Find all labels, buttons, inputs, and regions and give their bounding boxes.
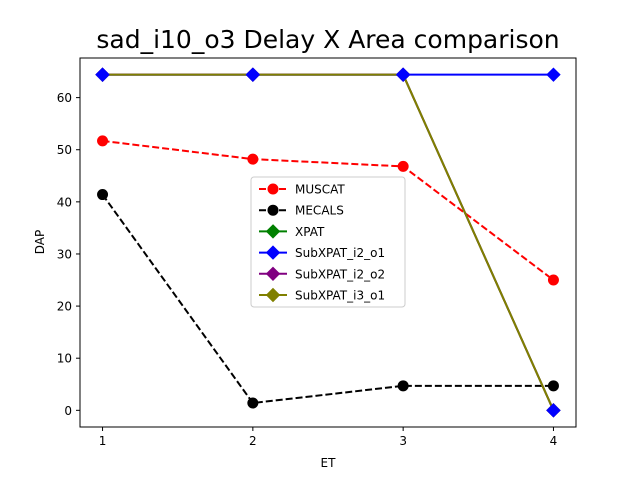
legend-marker <box>265 287 281 303</box>
legend-label: XPAT <box>295 225 325 239</box>
data-point <box>95 67 110 82</box>
data-point <box>245 67 261 82</box>
legend-item: MUSCAT <box>259 183 345 197</box>
series-line <box>102 139 555 281</box>
series-layer <box>95 67 561 418</box>
data-point <box>547 380 559 392</box>
x-tick-label: 3 <box>399 434 407 448</box>
legend-marker <box>267 183 279 195</box>
series-mecals <box>97 189 559 409</box>
series-subxpat-i3-o1 <box>95 67 561 418</box>
y-tick-label: 60 <box>57 91 72 105</box>
legend-label: SubXPAT_i2_o1 <box>295 246 385 260</box>
y-tick-label: 50 <box>57 143 72 157</box>
legend-item: SubXPAT_i2_o1 <box>259 245 385 260</box>
y-tick-label: 0 <box>64 404 72 418</box>
data-point <box>97 135 109 147</box>
y-tick-label: 10 <box>57 352 72 366</box>
series-line <box>102 73 555 411</box>
legend-item: SubXPAT_i2_o2 <box>259 266 385 282</box>
x-axis-label: ET <box>321 456 337 470</box>
legend-marker <box>267 204 279 216</box>
y-axis-label: DAP <box>33 230 47 254</box>
data-point <box>247 153 259 165</box>
y-tick-label: 30 <box>57 247 72 261</box>
legend-marker <box>265 245 281 260</box>
data-point <box>546 67 561 82</box>
legend-box <box>250 176 406 308</box>
data-point <box>397 160 409 172</box>
legend-label: MUSCAT <box>295 183 345 197</box>
legend-label: SubXPAT_i3_o1 <box>295 289 385 303</box>
y-axis: 0 10 20 30 40 50 60 <box>57 91 80 418</box>
y-tick-label: 20 <box>57 300 72 314</box>
legend-item: XPAT <box>259 224 325 239</box>
data-point <box>97 189 109 201</box>
legend-item: MECALS <box>259 204 344 218</box>
data-point <box>546 403 561 418</box>
data-point <box>547 274 559 286</box>
legend-label: MECALS <box>295 204 344 218</box>
x-tick-label: 2 <box>249 434 257 448</box>
plot-frame <box>79 57 577 428</box>
x-tick-label: 4 <box>550 434 558 448</box>
legend-marker <box>265 266 281 282</box>
legend: MUSCAT MECALS XPAT SubXPAT_i2_o1 SubXPAT_i2_… <box>250 176 406 308</box>
data-point <box>247 397 259 409</box>
legend-item: SubXPAT_i3_o1 <box>259 287 385 303</box>
legend-marker <box>265 224 281 239</box>
y-tick-label: 40 <box>57 195 72 209</box>
data-point <box>397 380 409 392</box>
x-tick-label: 1 <box>99 434 107 448</box>
series-line <box>101 193 554 405</box>
x-axis: 1 2 3 4 <box>99 427 558 448</box>
data-point <box>395 67 411 82</box>
series-muscat <box>97 135 559 286</box>
legend-label: SubXPAT_i2_o2 <box>295 267 385 281</box>
chart-title: sad_i10_o3 Delay X Area comparison <box>96 25 559 54</box>
